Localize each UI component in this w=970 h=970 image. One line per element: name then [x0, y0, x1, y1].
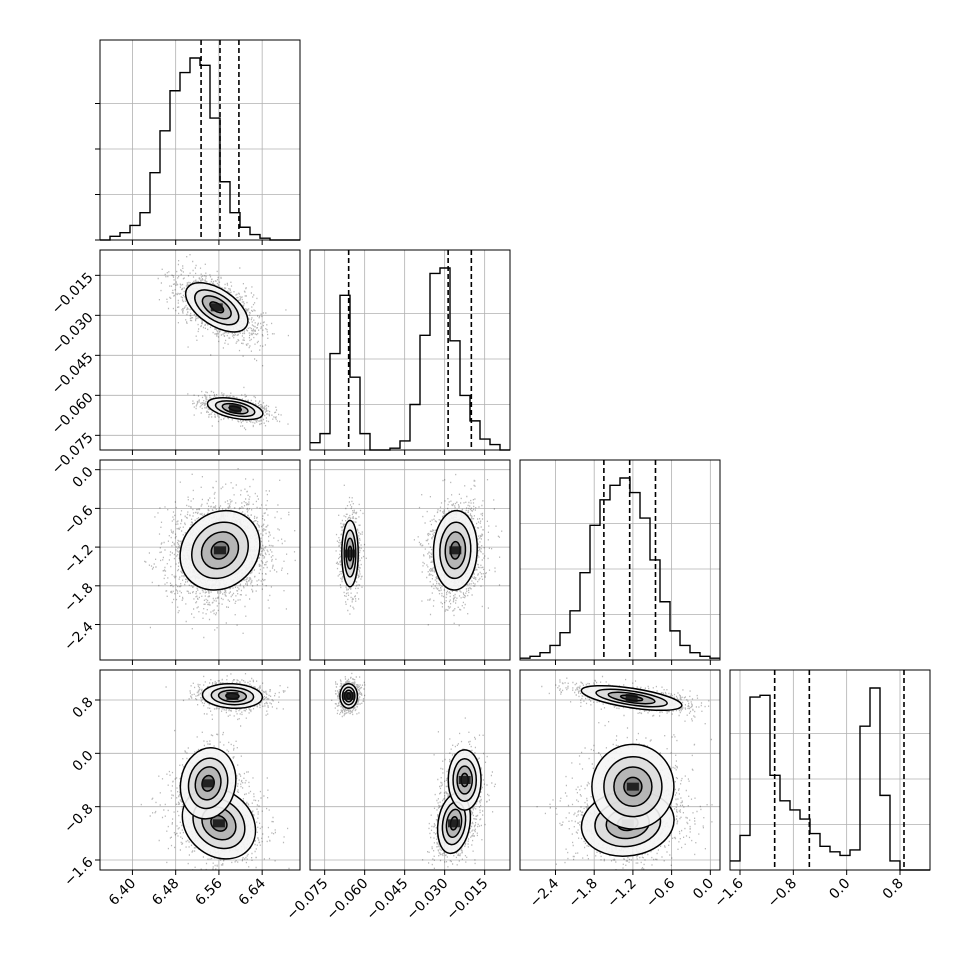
x-tick-label: −0.015 — [444, 876, 492, 924]
density-peak — [342, 692, 355, 700]
x-tick-label: −1.6 — [711, 875, 746, 910]
density-peak — [625, 694, 638, 702]
y-tick-label: 0.0 — [70, 464, 97, 491]
y-tick-label: 0.0 — [70, 748, 97, 775]
y-tick-label: −1.8 — [61, 580, 96, 615]
panel-frame — [99, 39, 301, 241]
x-tick-label: −1.2 — [604, 876, 639, 911]
x-tick-label: −2.4 — [527, 875, 562, 910]
y-tick-label: −0.8 — [61, 801, 96, 836]
x-tick-label: −0.030 — [404, 876, 452, 924]
x-tick-label: 6.48 — [149, 876, 182, 909]
panel-frame — [99, 249, 301, 451]
y-tick-label: −0.6 — [61, 503, 96, 538]
density-peak — [448, 819, 460, 828]
panel-frame — [99, 459, 301, 661]
panel-frame — [309, 459, 511, 661]
x-tick-label: 6.56 — [192, 875, 225, 908]
density-peak — [626, 782, 639, 791]
x-tick-label: −0.8 — [765, 876, 800, 911]
scatter-panel-1-2 — [309, 459, 511, 661]
panel-frame — [519, 459, 721, 661]
histogram-step-line — [520, 477, 720, 659]
histogram-step-line — [310, 267, 510, 451]
y-axis-3: −1.6 −0.8 0.0 0.8 — [61, 694, 100, 890]
x-tick-label: 6.64 — [236, 875, 269, 908]
histogram-step-line — [100, 57, 300, 241]
y-axis-2: −2.4 −1.8 −1.2−0.6 0.0 — [61, 464, 100, 654]
y-tick-label: −1.6 — [61, 854, 96, 889]
x-tick-label: 0.8 — [880, 876, 907, 903]
histogram-panel-2 — [519, 459, 721, 661]
y-tick-label: −2.4 — [61, 619, 96, 654]
x-tick-label: −1.8 — [566, 876, 601, 911]
density-peak — [344, 549, 356, 558]
x-tick-label: 6.40 — [106, 876, 139, 909]
y-tick-label: −0.015 — [49, 270, 97, 318]
y-tick-label: −0.060 — [49, 390, 97, 438]
x-axis-3: −1.6 −0.8 0.0 0.8 — [711, 870, 907, 911]
panel-frame — [309, 249, 511, 451]
panel-frame — [309, 669, 511, 871]
x-tick-label: −0.045 — [364, 876, 412, 924]
scatter-panel-2-3 — [519, 669, 721, 871]
density-peak — [210, 303, 223, 312]
histogram-panel-0 — [95, 39, 301, 241]
panel-frame — [99, 669, 301, 871]
histogram-panel-1 — [309, 249, 511, 451]
scatter-panel-1-3 — [309, 669, 511, 871]
scatter-panel-0-1 — [99, 249, 301, 451]
density-peak — [214, 546, 226, 555]
x-tick-label: −0.6 — [643, 875, 678, 910]
y-tick-label: −0.030 — [49, 310, 97, 358]
x-tick-label: 0.0 — [826, 876, 853, 903]
density-peak — [226, 692, 239, 700]
density-peak — [202, 779, 215, 788]
x-tick-label: −0.060 — [324, 876, 372, 924]
histogram-panel-3 — [729, 669, 931, 871]
y-tick-label: −1.2 — [61, 541, 96, 576]
histogram-step-line — [730, 687, 930, 871]
density-peak — [449, 546, 462, 555]
scatter-panel-0-3 — [99, 669, 301, 871]
panel-frame — [729, 669, 931, 871]
scatter-panel-0-2 — [99, 459, 301, 661]
x-tick-label: −0.075 — [284, 876, 332, 924]
density-peak — [212, 819, 225, 828]
y-tick-label: 0.8 — [70, 694, 97, 721]
panel-frame — [519, 669, 721, 871]
y-axis-1: −0.075−0.060−0.045−0.030−0.015 — [49, 270, 100, 478]
density-peak — [458, 776, 471, 784]
density-peak — [229, 404, 242, 413]
y-tick-label: −0.045 — [49, 350, 97, 398]
